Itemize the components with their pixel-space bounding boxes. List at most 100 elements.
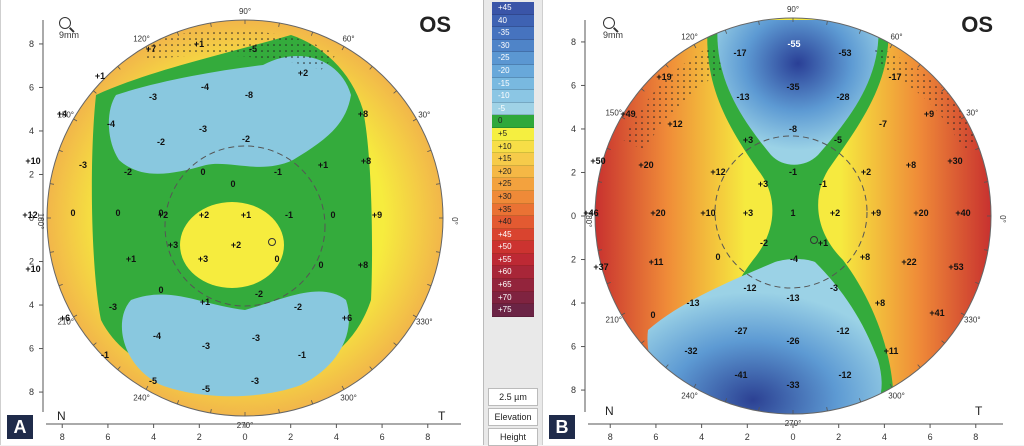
elevation-value: +40 [955, 208, 970, 218]
legend-cell: +45 [492, 2, 534, 15]
elevation-value: +50 [590, 156, 605, 166]
elevation-value: +2 [158, 210, 168, 220]
angle-tick [597, 249, 603, 251]
x-tick-label: 2 [288, 432, 293, 442]
x-tick-label: 2 [836, 432, 841, 442]
panel-letter-a: A [7, 415, 33, 439]
elevation-value: +12 [710, 167, 725, 177]
angle-tick [826, 20, 828, 26]
angle-label: 300° [340, 393, 357, 402]
angle-label: 180° [36, 213, 45, 230]
angle-tick [665, 64, 669, 68]
angle-label: 300° [888, 391, 905, 400]
elevation-value: -12 [836, 326, 849, 336]
angle-label: 0° [450, 217, 459, 225]
angle-tick [983, 181, 989, 183]
zoom-label: 9mm [59, 30, 79, 40]
legend-cell: +30 [492, 190, 534, 204]
legend-cell: +35 [492, 203, 534, 217]
y-tick-label: 6 [571, 80, 576, 90]
elevation-value: +3 [758, 179, 768, 189]
angle-label: 240° [133, 393, 150, 402]
elevation-value: -27 [734, 326, 747, 336]
legend-cell: +15 [492, 153, 534, 166]
angle-tick [665, 364, 669, 368]
map-panel-b: 8 6 4 2 0 2 4 6 8 8 6 4 2 0 2 4 6 8 90° 120° 60° 150° 30° 180° 0… [542, 0, 1024, 445]
zoom-icon[interactable] [603, 17, 615, 29]
legend-cell: +5 [492, 127, 534, 141]
elevation-value: 0 [650, 310, 655, 320]
x-tick-label: 0 [790, 432, 795, 442]
elevation-value: -12 [743, 283, 756, 293]
elevation-value: +2 [830, 208, 840, 218]
angle-tick [724, 29, 728, 34]
legend-cell: +60 [492, 266, 534, 280]
elevation-value: -28 [836, 92, 849, 102]
eye-label: OS [961, 12, 993, 37]
angle-label: 60° [890, 33, 902, 42]
zoom-icon[interactable] [59, 17, 71, 29]
legend-cell: -20 [492, 64, 534, 78]
legend-cell: -30 [492, 39, 534, 53]
elevation-value: -1 [298, 350, 306, 360]
elevation-value: +8 [358, 260, 368, 270]
apex-marker [268, 238, 276, 246]
elevation-value: +8 [358, 109, 368, 119]
x-tick-label: 4 [882, 432, 887, 442]
elevation-value: 0 [230, 179, 235, 189]
elevation-value: 0 [330, 210, 335, 220]
elevation-value: +1 [194, 39, 204, 49]
elevation-value: -8 [789, 124, 797, 134]
color-scale-legend: +45 40 -35 -30 -25 -20 -15 -10 -5 0 +5 +10 +15 +20 +25… [483, 0, 543, 446]
angle-label: 120° [681, 33, 698, 42]
elevation-value: -35 [786, 82, 799, 92]
elevation-value: +1 [126, 254, 136, 264]
angle-label: 330° [416, 318, 433, 327]
legend-mode-button[interactable]: Elevation [488, 408, 538, 426]
elevation-value: -13 [786, 293, 799, 303]
elevation-value: -4 [790, 254, 798, 264]
elevation-value: -1 [789, 167, 797, 177]
angle-label: 270° [237, 421, 254, 430]
elevation-value: +10 [25, 264, 40, 274]
angle-tick [393, 90, 397, 94]
elevation-value: -2 [294, 302, 302, 312]
elevation-value: +3 [743, 208, 753, 218]
legend-cell: +50 [492, 241, 534, 254]
angle-tick [341, 46, 345, 51]
elevation-value: +41 [929, 308, 944, 318]
elevation-value: +8 [875, 298, 885, 308]
y-tick-label: 8 [571, 37, 576, 47]
elevation-value: +2 [231, 240, 241, 250]
legend-cell: +10 [492, 140, 534, 154]
elevation-value: +1 [95, 71, 105, 81]
legend-cell: +70 [492, 291, 534, 305]
x-tick-label: 8 [973, 432, 978, 442]
legend-cell: -5 [492, 102, 534, 116]
elevation-value: +2 [298, 68, 308, 78]
temporal-label: T [975, 404, 983, 418]
elevation-value: +10 [25, 156, 40, 166]
angle-tick [117, 66, 121, 70]
elevation-value: 0 [200, 167, 205, 177]
y-tick-label: 8 [29, 39, 34, 49]
angle-tick [597, 181, 603, 183]
x-tick-label: 8 [60, 432, 65, 442]
elevation-value: -32 [684, 346, 697, 356]
elevation-value: -3 [149, 92, 157, 102]
map-b-fill [595, 18, 991, 414]
elevation-value: -1 [285, 210, 293, 220]
legend-cell: +20 [492, 165, 534, 179]
elevation-value: -17 [888, 72, 901, 82]
y-tick-label: 8 [29, 387, 34, 397]
elevation-value: -2 [760, 238, 768, 248]
elevation-value: -2 [124, 167, 132, 177]
x-tick-label: 8 [608, 432, 613, 442]
x-tick-label: 6 [928, 432, 933, 442]
elevation-value: -55 [787, 39, 800, 49]
x-tick-label: 2 [745, 432, 750, 442]
legend-cell: 40 [492, 14, 534, 28]
elevation-value: +20 [913, 208, 928, 218]
legend-type-button[interactable]: Height [488, 428, 538, 446]
angle-tick [606, 281, 611, 285]
